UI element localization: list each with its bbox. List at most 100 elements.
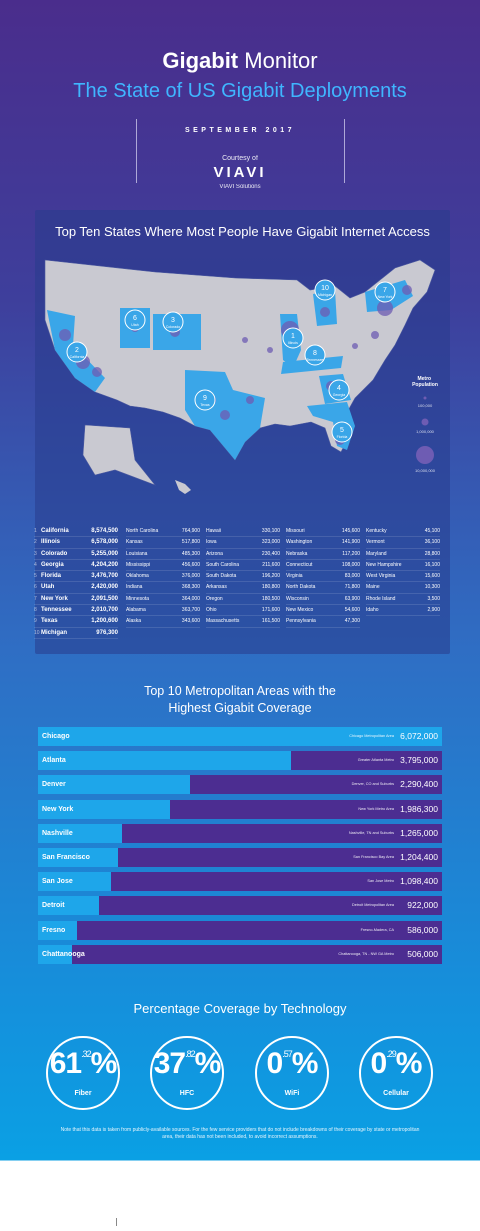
state-value: 211,600 — [262, 561, 280, 568]
table-row: West Virginia 15,600 — [366, 571, 440, 583]
state-name: Oklahoma — [126, 573, 149, 580]
state-name: Utah — [41, 584, 55, 591]
state-value: 2,900 — [427, 607, 440, 614]
state-name: Maine — [366, 584, 380, 591]
divider-left — [136, 119, 137, 183]
legend-dot-medium — [421, 418, 429, 426]
cellular-pct-circle: 0.29% Cellular — [359, 1036, 433, 1110]
state-name: Connecticut — [286, 561, 313, 568]
metro-bar: Chattanooga Chattanooga, TN - NW GA Metro… — [38, 944, 442, 964]
marker-state: Tennessee — [307, 358, 324, 362]
metro-name: Atlanta — [42, 757, 66, 765]
state-name: Alaska — [126, 618, 142, 625]
state-value: 145,600 — [341, 528, 360, 534]
state-name: Alabama — [126, 607, 146, 614]
marker-state: Utah — [131, 323, 138, 327]
marker-label: 7 — [383, 287, 387, 294]
metro-bar: San Jose San Jose Metro 1,098,400 — [38, 872, 442, 892]
state-value: 976,300 — [96, 629, 118, 636]
state-name: Kansas — [126, 539, 143, 546]
state-value: 330,100 — [261, 528, 280, 534]
metro-bar: Nashville Nashville, TN and Suburbs 1,265,… — [38, 823, 442, 843]
legend-label: 1,000,000 — [416, 429, 435, 434]
table-row: Washington 141,900 — [286, 537, 360, 549]
state-name: California — [41, 528, 69, 534]
metro-bar: New York New York Metro Area 1,986,300 — [38, 799, 442, 819]
state-value: 16,100 — [424, 561, 440, 568]
hawaii-shape — [175, 480, 191, 494]
state-name: Iowa — [206, 539, 217, 546]
marker-label: 6 — [133, 315, 137, 322]
table-row: Vermont 36,100 — [366, 537, 440, 549]
metro-chart-title: Top 10 Metropolitan Areas with the Highe… — [0, 683, 480, 717]
metro-area-label: Chicago Metropolitan Area — [349, 734, 394, 738]
state-value: 180,800 — [261, 584, 280, 591]
table-row: 10 Michigan 976,300 — [34, 628, 118, 639]
metro-value: 6,072,000 — [400, 731, 438, 741]
metro-bar-fill — [38, 896, 100, 916]
marker-label: 3 — [171, 317, 175, 324]
table-row: Maine 10,300 — [366, 582, 440, 594]
legend-label: 10,000,000 — [415, 468, 436, 473]
marker-label: 10 — [321, 285, 329, 292]
rank-number: 6 — [34, 584, 37, 591]
marker-label: 4 — [337, 385, 341, 392]
state-value: 364,000 — [181, 595, 200, 602]
table-row: 8 Tennessee 2,010,700 — [34, 605, 118, 617]
metro-name: Denver — [42, 781, 66, 789]
marker-state: Florida — [337, 435, 348, 439]
table-col-3: Hawaii 330,100 Iowa 323,000 Arizona 230,400 So… — [206, 526, 280, 628]
viavi-logo: VIAVI — [213, 164, 267, 181]
table-row: Oregon 180,500 — [206, 594, 280, 606]
marker-california — [66, 341, 88, 363]
marker-state: Michigan — [318, 293, 332, 297]
rank-number: 2 — [34, 539, 37, 546]
state-name: Virginia — [286, 573, 303, 580]
state-value: 4,204,200 — [91, 561, 118, 568]
state-value: 161,500 — [261, 618, 280, 625]
state-value: 5,255,000 — [91, 550, 118, 557]
state-name: Texas — [41, 618, 58, 625]
metro-bar-fill — [38, 944, 72, 964]
state-name: Pennsylvania — [286, 618, 316, 625]
state-name: Kentucky — [366, 528, 387, 534]
table-row: 6 Utah 2,420,000 — [34, 582, 118, 594]
rank-number: 4 — [34, 561, 37, 568]
legend-label: 100,000 — [418, 403, 433, 408]
state-value: 28,800 — [424, 550, 440, 557]
metro-value: 506,000 — [407, 948, 438, 959]
state-name: Wisconsin — [286, 595, 309, 602]
state-name: Ohio — [206, 607, 217, 614]
legend-dot-small — [423, 396, 427, 400]
pct-label: WiFi — [284, 1090, 300, 1097]
state-value: 2,420,000 — [91, 584, 118, 591]
state-name: Oregon — [206, 595, 223, 602]
table-row: Rhode Island 3,500 — [366, 594, 440, 606]
us-map: 1 2 3 4 5 6 7 8 9 10 Illinois California… — [44, 259, 438, 494]
pct-label: Cellular — [383, 1090, 409, 1097]
state-name: North Dakota — [286, 584, 316, 591]
population-legend: Metro Population 100,000 1,000,000 10,00… — [412, 376, 438, 473]
marker-state: California — [70, 355, 85, 359]
state-value: 3,476,700 — [91, 573, 118, 580]
footer-tick — [116, 1218, 117, 1226]
report-date: SEPTEMBER 2017 — [184, 127, 296, 134]
metro-name: New York — [42, 805, 74, 813]
metro-area-label: Detroit Metropolitan Area — [352, 903, 394, 908]
metro-bar-fill — [38, 848, 119, 867]
state-name: Mississippi — [126, 561, 151, 568]
table-row: South Dakota 196,200 — [206, 571, 280, 583]
table-row: 9 Texas 1,200,600 — [34, 616, 118, 628]
state-value: 363,700 — [181, 607, 200, 614]
metro-value: 1,986,300 — [400, 803, 438, 814]
state-name: Minnesota — [126, 595, 150, 602]
rank-number: 10 — [34, 629, 40, 636]
legend-title: Metro Population — [412, 376, 438, 388]
state-value: 83,000 — [344, 573, 360, 580]
table-row: North Dakota 71,800 — [286, 582, 360, 594]
table-row: North Carolina 764,900 — [126, 526, 200, 538]
state-name: Rhode Island — [366, 595, 396, 602]
rank-number: 7 — [34, 595, 37, 602]
hfc-pct-circle: 37.82% HFC — [150, 1036, 224, 1110]
pct-section-title: Percentage Coverage by Technology — [133, 1001, 347, 1016]
